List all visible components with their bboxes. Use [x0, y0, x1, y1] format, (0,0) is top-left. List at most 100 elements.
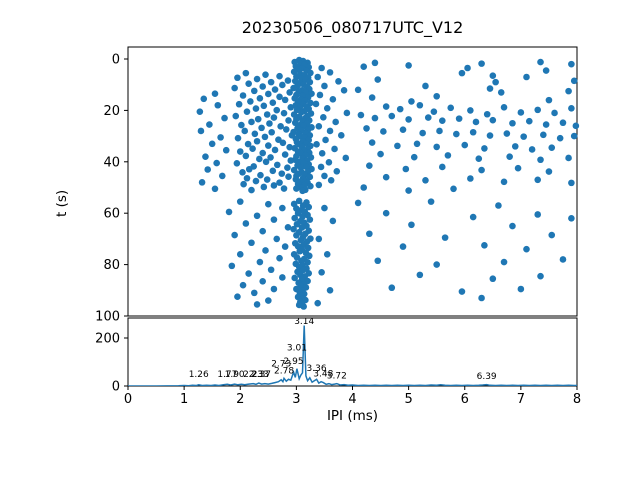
- scatter-point: [323, 105, 331, 112]
- scatter-point: [234, 134, 242, 142]
- scatter-point: [280, 109, 288, 117]
- scatter-point: [489, 116, 497, 124]
- scatter-point: [495, 202, 502, 209]
- scatter-point: [259, 227, 267, 235]
- scatter-point: [202, 153, 209, 160]
- scatter-point: [218, 172, 226, 180]
- scatter-point: [280, 185, 288, 192]
- scatter-point: [368, 94, 376, 101]
- scatter-point: [377, 150, 384, 158]
- scatter-point: [469, 213, 477, 221]
- scatter-point: [284, 77, 292, 84]
- scatter-point: [489, 275, 497, 283]
- scatter-point: [291, 119, 299, 127]
- scatter-point: [396, 105, 404, 113]
- scatter-point: [458, 288, 466, 295]
- peak-label: 1.90: [225, 370, 245, 380]
- scatter-point: [260, 102, 268, 110]
- scatter-point: [481, 145, 488, 152]
- scatter-point: [208, 140, 216, 148]
- scatter-point: [241, 127, 249, 135]
- scatter-point: [523, 73, 530, 81]
- scatter-point: [269, 167, 277, 175]
- scatter-point: [293, 220, 301, 228]
- scatter-point: [306, 216, 314, 223]
- scatter-point: [399, 243, 407, 250]
- scatter-point: [284, 164, 291, 172]
- scatter-point: [318, 269, 325, 276]
- scatter-point: [262, 158, 270, 166]
- scatter-point: [314, 73, 322, 81]
- scatter-point: [276, 72, 283, 80]
- scatter-point: [244, 140, 252, 148]
- scatter-point: [307, 182, 314, 190]
- scatter-point: [248, 239, 255, 247]
- scatter-point: [405, 62, 412, 69]
- scatter-point: [221, 114, 228, 122]
- scatter-point: [248, 118, 255, 126]
- scatter-point: [427, 198, 435, 205]
- scatter-point: [318, 150, 326, 157]
- scatter-point: [314, 299, 322, 307]
- scatter-point: [559, 119, 567, 127]
- x-tick-label: 4: [348, 392, 356, 407]
- scatter-point: [534, 106, 542, 114]
- x-tick-label: 2: [236, 392, 244, 407]
- scatter-point: [357, 111, 365, 119]
- scatter-point: [279, 274, 286, 281]
- peak-label: 3.72: [327, 371, 347, 381]
- scatter-point: [506, 153, 513, 160]
- scatter-point: [523, 245, 530, 253]
- peak-label: 3.01: [287, 343, 307, 353]
- peak-label: 2.37: [251, 370, 271, 380]
- scatter-point: [467, 107, 474, 114]
- scatter-point: [408, 221, 415, 229]
- scatter-point: [248, 186, 255, 194]
- scatter-point: [211, 90, 219, 97]
- scatter-point: [525, 117, 533, 125]
- scatter-point: [245, 270, 252, 277]
- x-tick-label: 0: [124, 392, 132, 407]
- y-tick-label: 20: [103, 104, 120, 119]
- scatter-point: [337, 132, 345, 139]
- scatter-point: [266, 120, 273, 127]
- scatter-point: [537, 156, 544, 164]
- scatter-point: [371, 59, 379, 67]
- scatter-point: [256, 95, 264, 102]
- y-tick-label: 100: [95, 310, 120, 325]
- scatter-point: [285, 173, 292, 181]
- scatter-point: [548, 144, 556, 151]
- scatter-point: [313, 141, 320, 148]
- scatter-point: [548, 231, 556, 239]
- scatter-point: [239, 281, 247, 289]
- scatter-point: [483, 110, 491, 118]
- scatter-point: [408, 98, 415, 105]
- scatter-point: [276, 179, 283, 186]
- scatter-point: [232, 112, 240, 120]
- scatter-point: [231, 231, 238, 239]
- scatter-point: [382, 173, 390, 181]
- peak-label: 3.36: [307, 364, 327, 374]
- scatter-point: [422, 177, 429, 184]
- scatter-point: [253, 301, 261, 308]
- scatter-point: [279, 139, 287, 147]
- scatter-point: [323, 251, 331, 258]
- scatter-point: [197, 127, 205, 135]
- scatter-point: [265, 200, 272, 208]
- scatter-point: [295, 197, 303, 205]
- scatter-point: [242, 69, 250, 77]
- scatter-point: [242, 220, 250, 227]
- scatter-point: [214, 101, 222, 109]
- scatter-point: [439, 163, 446, 171]
- scatter-point: [206, 121, 213, 128]
- scatter-point: [331, 145, 338, 153]
- scatter-point: [269, 99, 277, 106]
- scatter-point: [326, 287, 334, 294]
- scatter-point: [455, 115, 463, 122]
- scatter-point: [363, 125, 370, 132]
- scatter-point: [263, 111, 271, 118]
- scatter-point: [278, 170, 286, 177]
- scatter-point: [254, 115, 262, 123]
- scatter-point: [382, 103, 390, 110]
- scatter-point: [277, 123, 284, 130]
